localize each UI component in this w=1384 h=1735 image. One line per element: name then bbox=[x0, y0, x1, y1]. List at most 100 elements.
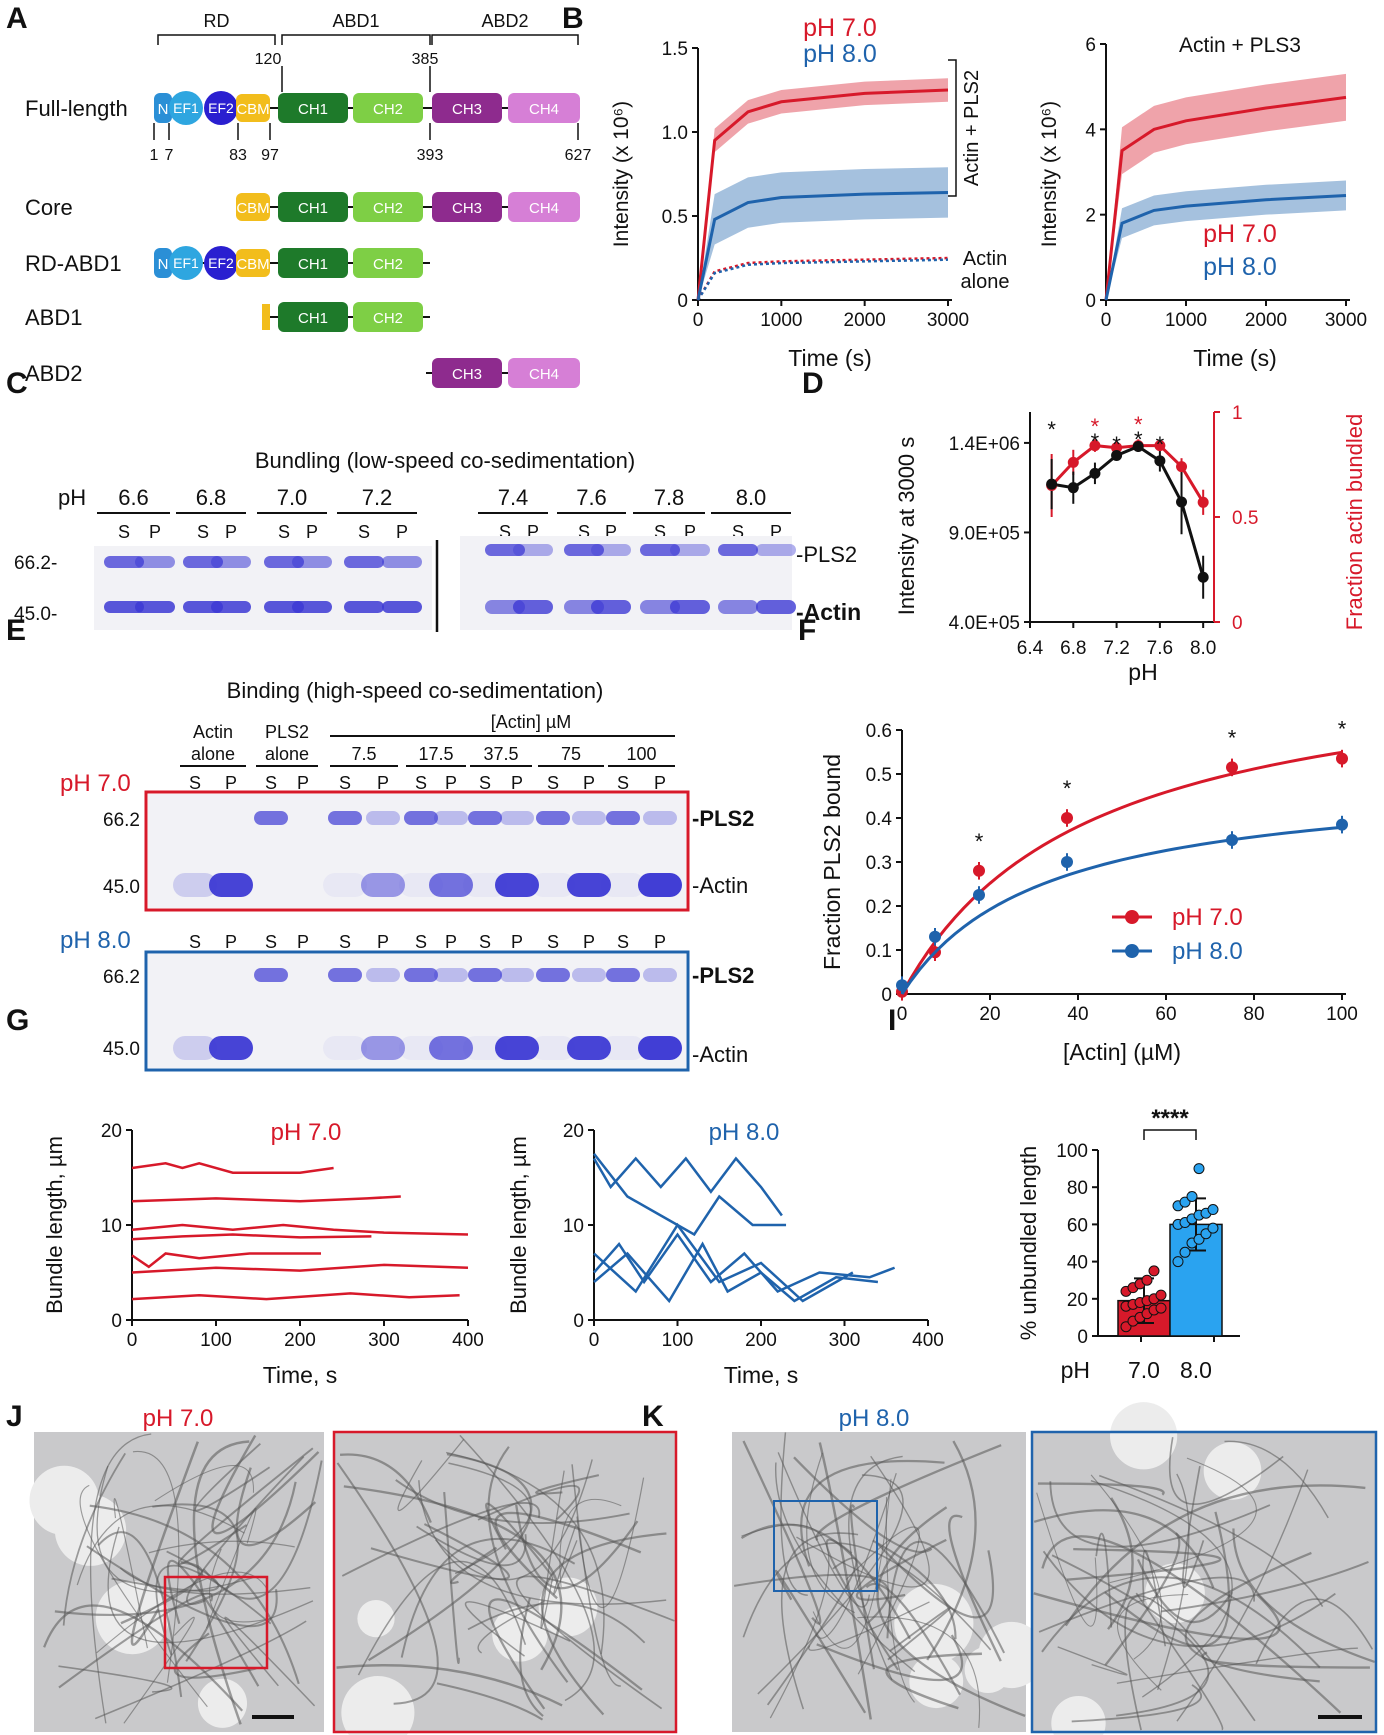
confidence-band bbox=[698, 167, 948, 300]
gel-band bbox=[344, 601, 384, 613]
significance-star: * bbox=[1112, 432, 1121, 457]
filament bbox=[58, 1665, 173, 1693]
gel-band bbox=[463, 873, 507, 897]
lane-label: P bbox=[511, 773, 523, 793]
length-trace bbox=[593, 1152, 787, 1237]
panel-label-D: D bbox=[802, 367, 824, 400]
filament bbox=[107, 1526, 314, 1644]
bracket bbox=[948, 59, 957, 197]
y-tick-label: 1.0 bbox=[662, 123, 688, 144]
lane-label: S bbox=[339, 773, 351, 793]
ch4-label: CH4 bbox=[529, 200, 559, 217]
ch4-domain bbox=[508, 358, 580, 388]
lane-label: P bbox=[654, 773, 666, 793]
data-point bbox=[1155, 1289, 1167, 1301]
micrograph-spot bbox=[538, 1577, 598, 1637]
fit-curve-ph7 bbox=[900, 750, 1343, 995]
y-tick-label: 0 bbox=[573, 1311, 584, 1332]
y-tick-label: 9.0E+05 bbox=[949, 523, 1020, 544]
ef1-domain bbox=[169, 246, 203, 280]
data-point-fraction bbox=[1197, 496, 1209, 508]
filament bbox=[740, 1523, 911, 1640]
ef2-domain bbox=[204, 91, 238, 125]
significance-star: * bbox=[1134, 412, 1143, 437]
ph-value: 6.6 bbox=[118, 485, 149, 510]
lane-label: P bbox=[445, 932, 457, 952]
construct-label: ABD2 bbox=[25, 361, 82, 386]
lane-label: P bbox=[297, 773, 309, 793]
lane-label: P bbox=[511, 932, 523, 952]
gel-band bbox=[429, 1036, 473, 1060]
lane-label: S bbox=[617, 773, 629, 793]
filament bbox=[443, 1491, 460, 1664]
x-tick-label: 0 bbox=[127, 1330, 138, 1351]
ef1-domain bbox=[169, 91, 203, 125]
gel-band bbox=[485, 544, 525, 556]
gel-band bbox=[344, 556, 384, 568]
gel-band bbox=[572, 968, 606, 982]
fit-curve-ph8 bbox=[900, 825, 1343, 995]
filament bbox=[800, 1459, 945, 1567]
x-tick-label: 7.6 bbox=[1147, 638, 1173, 659]
ph-value: 7.0 bbox=[277, 485, 308, 510]
gel-band bbox=[638, 1036, 682, 1060]
cbm-domain bbox=[262, 304, 270, 330]
filament bbox=[76, 1504, 245, 1586]
filament bbox=[559, 1498, 622, 1588]
x-tick-label: 2000 bbox=[844, 310, 886, 331]
gel-band bbox=[601, 873, 645, 897]
y-tick-label: 0.5 bbox=[866, 765, 892, 786]
lane-S: S bbox=[278, 522, 290, 542]
gel-band bbox=[323, 873, 367, 897]
data-point-intensity bbox=[1197, 571, 1209, 583]
group-label: 7.5 bbox=[351, 744, 376, 764]
lane-label: S bbox=[265, 932, 277, 952]
series-line-pH-7-0 bbox=[1104, 95, 1347, 301]
mw-marker: 45.0 bbox=[103, 1039, 140, 1060]
group-label: 100 bbox=[626, 744, 656, 764]
filament bbox=[1136, 1558, 1233, 1624]
filament bbox=[123, 1616, 195, 1724]
data-point bbox=[1155, 1302, 1167, 1314]
filament bbox=[436, 1682, 544, 1721]
data-point-intensity bbox=[1067, 482, 1079, 494]
y-tick-label: 20 bbox=[563, 1121, 584, 1142]
filament bbox=[224, 1616, 316, 1707]
length-trace bbox=[131, 1195, 401, 1203]
ch1-domain bbox=[278, 192, 348, 222]
x-tick-label: 0 bbox=[589, 1330, 600, 1351]
significance-bracket bbox=[1143, 1129, 1197, 1140]
y-tick-label: 60 bbox=[1067, 1215, 1088, 1236]
zoom-box bbox=[163, 1575, 269, 1670]
ph-value: 6.8 bbox=[196, 485, 227, 510]
cbm-domain bbox=[236, 94, 270, 122]
filament bbox=[86, 1545, 278, 1628]
gel-band bbox=[601, 1036, 645, 1060]
gel-band bbox=[536, 811, 570, 825]
filament bbox=[418, 1480, 667, 1605]
gel-band bbox=[572, 811, 606, 825]
length-trace bbox=[131, 1223, 469, 1236]
x-tick-label: 3000 bbox=[927, 310, 969, 331]
filament bbox=[54, 1481, 297, 1616]
lane-label: P bbox=[445, 773, 457, 793]
y-tick-label: 6 bbox=[1085, 35, 1096, 56]
filament bbox=[1057, 1646, 1128, 1676]
ch1-domain bbox=[278, 248, 348, 278]
data-point-intensity bbox=[1089, 467, 1101, 479]
gel-band bbox=[366, 811, 400, 825]
lane-label: S bbox=[479, 773, 491, 793]
gel-band bbox=[531, 1036, 575, 1060]
series-line-pH-8-0 bbox=[696, 190, 949, 301]
gel-band bbox=[434, 811, 468, 825]
filament bbox=[948, 1514, 1002, 1662]
series-line-pH-7-0 bbox=[696, 88, 949, 301]
ch2-domain bbox=[353, 248, 423, 278]
data-point-fraction bbox=[1176, 461, 1188, 473]
panel-label-K: K bbox=[642, 1400, 664, 1433]
filament bbox=[1224, 1440, 1329, 1519]
series-line-pH-8-0 bbox=[1104, 193, 1347, 301]
lane-P: P bbox=[306, 522, 318, 542]
data-point bbox=[1172, 1256, 1184, 1268]
band-label-pls2: -PLS2 bbox=[692, 806, 754, 831]
